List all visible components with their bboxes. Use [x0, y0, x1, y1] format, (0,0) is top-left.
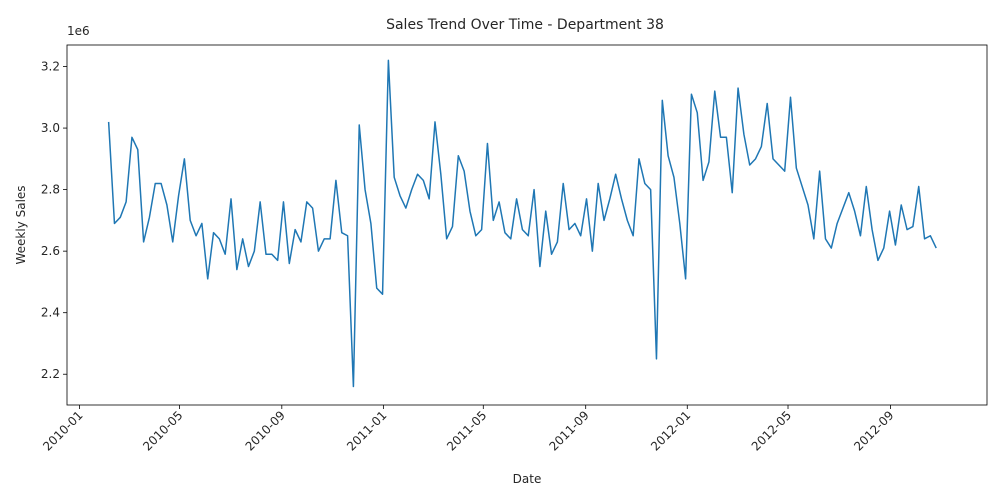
y-axis-label: Weekly Sales: [14, 185, 28, 264]
y-tick-label: 2.2: [41, 367, 60, 381]
x-axis-label: Date: [513, 472, 542, 486]
y-axis: 2.2 2.4 2.6 2.8 3.0 3.2: [41, 60, 67, 381]
plot-frame: [66, 44, 988, 406]
series-line-0: [107, 59, 937, 388]
y-tick-label: 3.2: [41, 60, 60, 74]
y-tick-label: 2.4: [41, 306, 60, 320]
y-tick-label: 2.8: [41, 183, 60, 197]
chart-title: Sales Trend Over Time - Department 38: [386, 17, 664, 33]
plot-area: [107, 59, 937, 388]
y-tick-label: 3.0: [41, 121, 60, 135]
y-offset-text: 1e6: [67, 24, 90, 38]
y-tick-label: 2.6: [41, 244, 60, 258]
